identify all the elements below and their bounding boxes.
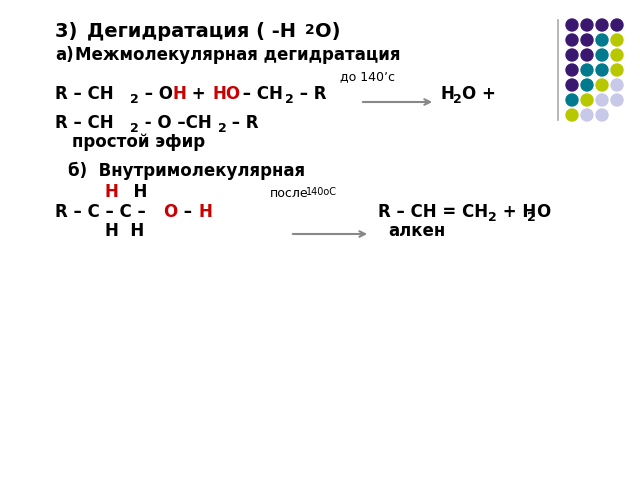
Text: H: H xyxy=(105,183,119,201)
Circle shape xyxy=(566,64,578,76)
Text: HO: HO xyxy=(212,85,240,103)
Text: до 140ʼc: до 140ʼc xyxy=(340,70,395,83)
Text: – R: – R xyxy=(226,114,259,132)
Text: R – CH: R – CH xyxy=(55,114,114,132)
Text: +: + xyxy=(186,85,211,103)
Text: – O: – O xyxy=(139,85,173,103)
Circle shape xyxy=(566,49,578,61)
Text: после: после xyxy=(270,187,308,200)
Text: Межмолекулярная дегидратация: Межмолекулярная дегидратация xyxy=(75,46,401,64)
Text: – R: – R xyxy=(294,85,326,103)
Circle shape xyxy=(566,94,578,106)
Circle shape xyxy=(596,64,608,76)
Circle shape xyxy=(581,79,593,91)
Text: 2: 2 xyxy=(488,211,497,224)
Text: простой эфир: простой эфир xyxy=(72,133,205,151)
Circle shape xyxy=(581,34,593,46)
Circle shape xyxy=(611,34,623,46)
Text: H: H xyxy=(441,85,455,103)
Text: 2: 2 xyxy=(130,122,139,135)
Text: б)  Внутримолекулярная: б) Внутримолекулярная xyxy=(68,162,305,180)
Circle shape xyxy=(566,19,578,31)
Text: –: – xyxy=(178,203,198,221)
Circle shape xyxy=(611,79,623,91)
Circle shape xyxy=(596,109,608,121)
Circle shape xyxy=(611,94,623,106)
Text: O): O) xyxy=(315,22,340,41)
Text: 2: 2 xyxy=(453,93,461,106)
Text: O: O xyxy=(163,203,177,221)
Text: O +: O + xyxy=(462,85,496,103)
Circle shape xyxy=(566,109,578,121)
Text: 2: 2 xyxy=(130,93,139,106)
Text: - O –CH: - O –CH xyxy=(139,114,212,132)
Text: 3): 3) xyxy=(55,22,84,41)
Circle shape xyxy=(596,34,608,46)
Circle shape xyxy=(596,94,608,106)
Circle shape xyxy=(596,19,608,31)
Text: H: H xyxy=(122,183,147,201)
Text: R – CH: R – CH xyxy=(55,85,114,103)
Text: 2: 2 xyxy=(527,211,536,224)
Text: 140оС: 140оС xyxy=(306,187,337,197)
Text: H  H: H H xyxy=(105,222,144,240)
Text: H: H xyxy=(173,85,187,103)
Circle shape xyxy=(566,79,578,91)
Text: – CH: – CH xyxy=(237,85,283,103)
Circle shape xyxy=(581,49,593,61)
Text: а): а) xyxy=(55,46,74,64)
Circle shape xyxy=(611,49,623,61)
Text: Дегидратация ( -H: Дегидратация ( -H xyxy=(87,22,296,41)
Text: алкен: алкен xyxy=(388,222,445,240)
Circle shape xyxy=(596,79,608,91)
Text: R – CH = CH: R – CH = CH xyxy=(378,203,488,221)
Text: 2: 2 xyxy=(218,122,227,135)
Text: R – C – C –: R – C – C – xyxy=(55,203,152,221)
Text: 2: 2 xyxy=(285,93,294,106)
Text: H: H xyxy=(198,203,212,221)
Text: + H: + H xyxy=(497,203,536,221)
Circle shape xyxy=(611,64,623,76)
Circle shape xyxy=(611,19,623,31)
Text: 2: 2 xyxy=(305,23,315,37)
Circle shape xyxy=(566,34,578,46)
Circle shape xyxy=(581,64,593,76)
Circle shape xyxy=(581,109,593,121)
Text: O: O xyxy=(536,203,550,221)
Circle shape xyxy=(596,49,608,61)
Circle shape xyxy=(581,94,593,106)
Circle shape xyxy=(581,19,593,31)
